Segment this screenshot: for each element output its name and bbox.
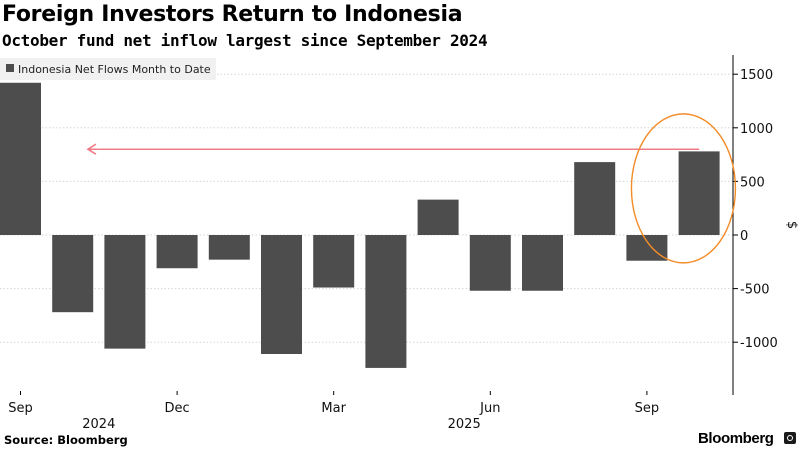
- x-axis-labels: Sep Dec Mar Jun Sep 2024 2025: [8, 391, 659, 432]
- x-month-label: Jun: [479, 401, 500, 416]
- y-tick-label: -1000: [740, 336, 778, 351]
- source-note: Source: Bloomberg: [4, 433, 128, 447]
- x-year-label: 2024: [82, 417, 115, 432]
- y-axis-label: $: [784, 221, 799, 229]
- y-tick-label: 1500: [740, 68, 773, 83]
- y-axis: -1000 -500 0 500 1000 1500 $: [732, 55, 799, 395]
- annotations: [86, 113, 737, 264]
- bar: [313, 235, 355, 288]
- legend-swatch: [6, 64, 14, 72]
- chart-title: Foreign Investors Return to Indonesia: [2, 2, 463, 27]
- bar: [104, 235, 146, 349]
- legend: Indonesia Net Flows Month to Date: [0, 58, 216, 80]
- bar: [678, 151, 720, 235]
- bar: [156, 235, 198, 269]
- bar: [626, 235, 668, 261]
- bar: [522, 235, 563, 291]
- annotation-ellipse: [630, 113, 737, 264]
- bars: [0, 82, 720, 368]
- y-tick-label: 500: [740, 175, 765, 190]
- bar: [52, 235, 94, 313]
- bloomberg-mark-icon: [784, 432, 796, 444]
- bar: [208, 235, 250, 260]
- y-tick-label: 0: [740, 229, 748, 244]
- annotation-arrowhead: [86, 143, 97, 155]
- x-month-label: Sep: [8, 401, 33, 416]
- bloomberg-logo: Bloomberg: [698, 430, 774, 447]
- x-month-label: Sep: [635, 401, 660, 416]
- y-tick-label: 1000: [740, 122, 773, 137]
- legend-label: Indonesia Net Flows Month to Date: [18, 63, 211, 76]
- bar: [417, 199, 459, 235]
- bar: [574, 162, 616, 235]
- bar: [261, 235, 302, 354]
- legend-box: [0, 58, 216, 80]
- x-year-label: 2025: [448, 417, 481, 432]
- bar: [0, 82, 41, 235]
- bar: [365, 235, 407, 368]
- bar: [469, 235, 511, 291]
- chart-subtitle: October fund net inflow largest since Se…: [2, 31, 488, 50]
- x-month-label: Dec: [165, 401, 190, 416]
- x-month-label: Mar: [321, 401, 346, 416]
- y-tick-label: -500: [740, 283, 770, 298]
